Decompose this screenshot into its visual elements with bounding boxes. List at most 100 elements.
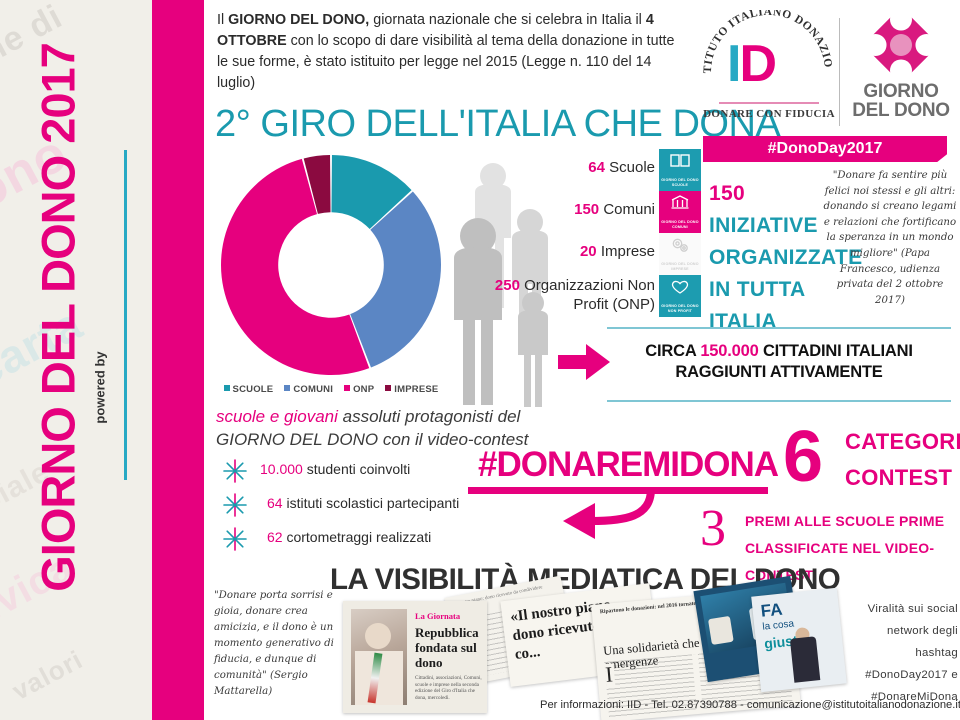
- iid-letter-i: I: [727, 35, 742, 93]
- stat-scuole: 64 Scuole: [588, 158, 655, 177]
- stat-number: 64: [588, 159, 605, 176]
- brand-name: GIORNO DEL DONO: [849, 82, 953, 120]
- viral-line-1: Viralità sui social: [867, 603, 958, 615]
- title-divider: [124, 150, 127, 480]
- categories-line-2: CONTEST: [845, 465, 953, 490]
- badge-top: GIORNO DEL DONO: [661, 304, 699, 308]
- categories-line-1: CATEGORIE: [845, 429, 960, 454]
- iid-letters: ID: [727, 35, 777, 93]
- donut-slice-imprese: [303, 155, 331, 214]
- bank-icon: [659, 195, 701, 215]
- stat-imprese: 20 Imprese: [580, 242, 655, 261]
- tv-person-body: [789, 636, 821, 683]
- initiatives-word: INIZIATIVE: [709, 214, 818, 237]
- iid-arc-text: ISTITUTO ITALIANO DONAZIONE: [703, 10, 833, 74]
- logo-divider: [839, 18, 840, 126]
- stat-label: Comuni: [603, 201, 655, 218]
- tv-caption-fa: FA: [759, 599, 784, 621]
- badge-comuni: GIORNO DEL DONO COMUNI: [659, 191, 701, 233]
- clipping-body: Cittadini, associazioni, Comuni, scuole …: [415, 675, 482, 701]
- badge-label: IMPRESE: [671, 267, 689, 271]
- brand-line-1: GIORNO: [863, 81, 939, 102]
- bullet-label: istituti scolastici partecipanti: [282, 495, 460, 511]
- clipping-kicker: La Giornata: [415, 611, 461, 621]
- section-title-giro: 2° GIRO DELL'ITALIA CHE DONA: [215, 103, 781, 145]
- iid-letter-d: D: [739, 35, 777, 93]
- iid-logo: ISTITUTO ITALIANO DONAZIONE ID DONARE CO…: [703, 10, 835, 132]
- pink-arrow-right-icon: [558, 344, 610, 380]
- schools-lead: scuole e giovani assoluti protagonisti d…: [216, 405, 561, 451]
- logo-block: ISTITUTO ITALIANO DONAZIONE ID DONARE CO…: [697, 6, 955, 166]
- donut-chart-svg: [221, 155, 441, 375]
- stat-nonprofit: 250 Organizzazioni Non Profit (ONP): [470, 276, 655, 314]
- prizes-label: PREMI ALLE SCUOLE PRIME CLASSIFICATE NEL…: [745, 508, 960, 589]
- list-item-text: 64 istituti scolastici partecipanti: [267, 495, 459, 511]
- press-clipping: La Giornata Repubblica fondata sul dono …: [343, 601, 487, 713]
- citizens-line-1: CIRCA 150.000 CITTADINI ITALIANI: [607, 341, 951, 362]
- diamond-icon: [862, 6, 940, 84]
- pink-accent-band: [152, 0, 204, 720]
- prizes-line-1: PREMI ALLE SCUOLE PRIME: [745, 513, 945, 529]
- poster-title: GIORNO DEL DONO 2017: [31, 43, 85, 592]
- footer-contact: Per informazioni: IID - Tel. 02.87390788…: [540, 699, 960, 711]
- badge-caption: GIORNO DEL DONO SCUOLE: [659, 178, 701, 188]
- donut-chart: [218, 152, 444, 378]
- badge-nonprofit: GIORNO DEL DONO NON PROFIT: [659, 275, 701, 317]
- mattarella-quote: "Donare porta sorrisi e gioia, donare cr…: [214, 590, 334, 697]
- intro-part-3: con lo scopo di dare visibilità al tema …: [217, 33, 675, 91]
- powered-by-label: powered by: [92, 351, 108, 424]
- citizens-reached: CIRCA 150.000 CITTADINI ITALIANI RAGGIUN…: [607, 341, 951, 383]
- stat-label: Organizzazioni Non Profit (ONP): [524, 277, 655, 313]
- clipping-dropcap: I: [604, 661, 616, 687]
- badge-imprese: GIORNO DEL DONO IMPRESE: [659, 233, 701, 275]
- badge-label: COMUNI: [672, 225, 688, 229]
- stat-label: Imprese: [600, 243, 655, 260]
- tv-figure-left: [707, 615, 734, 645]
- initiatives-number: 150: [709, 182, 745, 205]
- clipping-headline: Repubblica fondata sul dono: [415, 625, 479, 670]
- schools-lead-pink: scuole e giovani: [216, 407, 338, 426]
- citizens-prefix: CIRCA: [645, 342, 701, 360]
- citizens-suffix: CITTADINI ITALIANI: [758, 342, 913, 360]
- asterisk-bullet-icon: [223, 459, 247, 483]
- legend-item-scuole: SCUOLE: [223, 384, 274, 395]
- contest-hashtag: #DONAREMIDONA: [478, 445, 779, 484]
- schools-lead-rest: assoluti protagonisti del: [337, 407, 521, 426]
- iid-tagline: DONARE CON FIDUCIA: [703, 108, 835, 120]
- stat-number: 20: [579, 243, 597, 260]
- viral-line-4: #DonoDay2017 e: [865, 669, 958, 681]
- hashtag-underline: [468, 487, 768, 494]
- asterisk-bullet-icon: [223, 527, 247, 551]
- intro-paragraph: Il GIORNO DEL DONO, giornata nazionale c…: [217, 10, 687, 94]
- legend-item-comuni: COMUNI: [284, 384, 333, 395]
- pope-francis-quote: "Donare fa sentire più felici noi stessi…: [823, 170, 957, 306]
- badge-top: GIORNO DEL DONO: [661, 178, 699, 182]
- intro-part-2: giornata nazionale che si celebra in Ita…: [369, 12, 646, 28]
- badge-top: GIORNO DEL DONO: [661, 262, 699, 266]
- categories-number: 6: [783, 417, 824, 497]
- book-icon: [659, 153, 701, 173]
- schools-lead-line2: GIORNO DEL DONO con il video-contest: [216, 430, 529, 449]
- initiatives-line-1: 150 INIZIATIVE: [709, 178, 839, 242]
- iid-rule: [719, 102, 819, 104]
- divider-top: [607, 327, 951, 329]
- divider-bottom: [607, 400, 951, 402]
- bullet-number: 64: [267, 495, 283, 511]
- heart-icon: [659, 279, 701, 300]
- list-item: 64 istituti scolastici partecipanti: [222, 492, 522, 526]
- curved-arrow-left-icon: [563, 488, 655, 539]
- hashtag-banner: #DonoDay2017: [703, 136, 947, 162]
- people-silhouettes: [454, 163, 548, 407]
- prizes-number: 3: [700, 500, 726, 557]
- giorno-del-dono-logo: GIORNO DEL DONO: [849, 6, 953, 120]
- gears-icon: [659, 237, 701, 258]
- donut-slice-onp: [221, 158, 370, 375]
- badge-scuole: GIORNO DEL DONO SCUOLE: [659, 149, 701, 191]
- photo-face: [365, 623, 391, 649]
- badge-label: SCUOLE: [671, 183, 689, 187]
- intro-bold-giorno: GIORNO DEL DONO,: [228, 12, 370, 28]
- viral-note: Viralità sui social network degli hashta…: [846, 598, 958, 708]
- stat-comuni: 150 Comuni: [574, 200, 655, 219]
- viral-line-5: #DonareMiDona: [871, 691, 958, 703]
